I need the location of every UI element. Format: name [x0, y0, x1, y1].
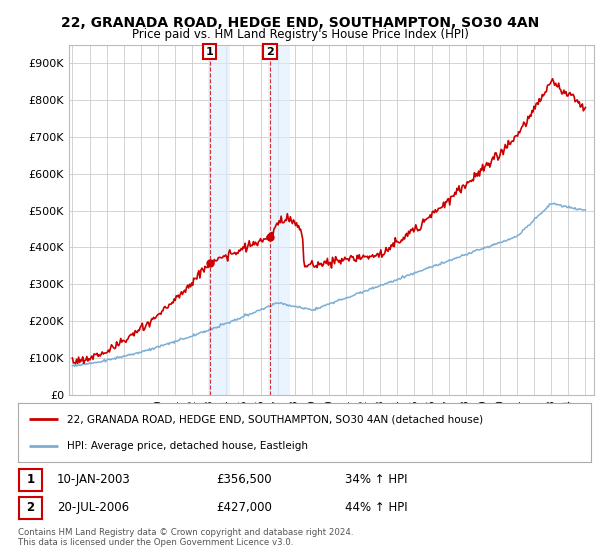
Text: 1: 1 [206, 46, 214, 57]
Text: Price paid vs. HM Land Registry's House Price Index (HPI): Price paid vs. HM Land Registry's House … [131, 28, 469, 41]
Text: £356,500: £356,500 [216, 473, 272, 487]
Text: 10-JAN-2003: 10-JAN-2003 [57, 473, 131, 487]
Text: 44% ↑ HPI: 44% ↑ HPI [345, 501, 407, 515]
Text: 22, GRANADA ROAD, HEDGE END, SOUTHAMPTON, SO30 4AN: 22, GRANADA ROAD, HEDGE END, SOUTHAMPTON… [61, 16, 539, 30]
Text: Contains HM Land Registry data © Crown copyright and database right 2024.
This d: Contains HM Land Registry data © Crown c… [18, 528, 353, 547]
Text: 34% ↑ HPI: 34% ↑ HPI [345, 473, 407, 487]
Text: 20-JUL-2006: 20-JUL-2006 [57, 501, 129, 515]
Text: 1: 1 [26, 473, 35, 487]
Text: HPI: Average price, detached house, Eastleigh: HPI: Average price, detached house, East… [67, 441, 308, 451]
Text: 2: 2 [266, 46, 274, 57]
Text: 22, GRANADA ROAD, HEDGE END, SOUTHAMPTON, SO30 4AN (detached house): 22, GRANADA ROAD, HEDGE END, SOUTHAMPTON… [67, 414, 483, 424]
Bar [208, 45, 230, 395]
Bar [268, 45, 290, 395]
Text: £427,000: £427,000 [216, 501, 272, 515]
Text: 2: 2 [26, 501, 35, 515]
